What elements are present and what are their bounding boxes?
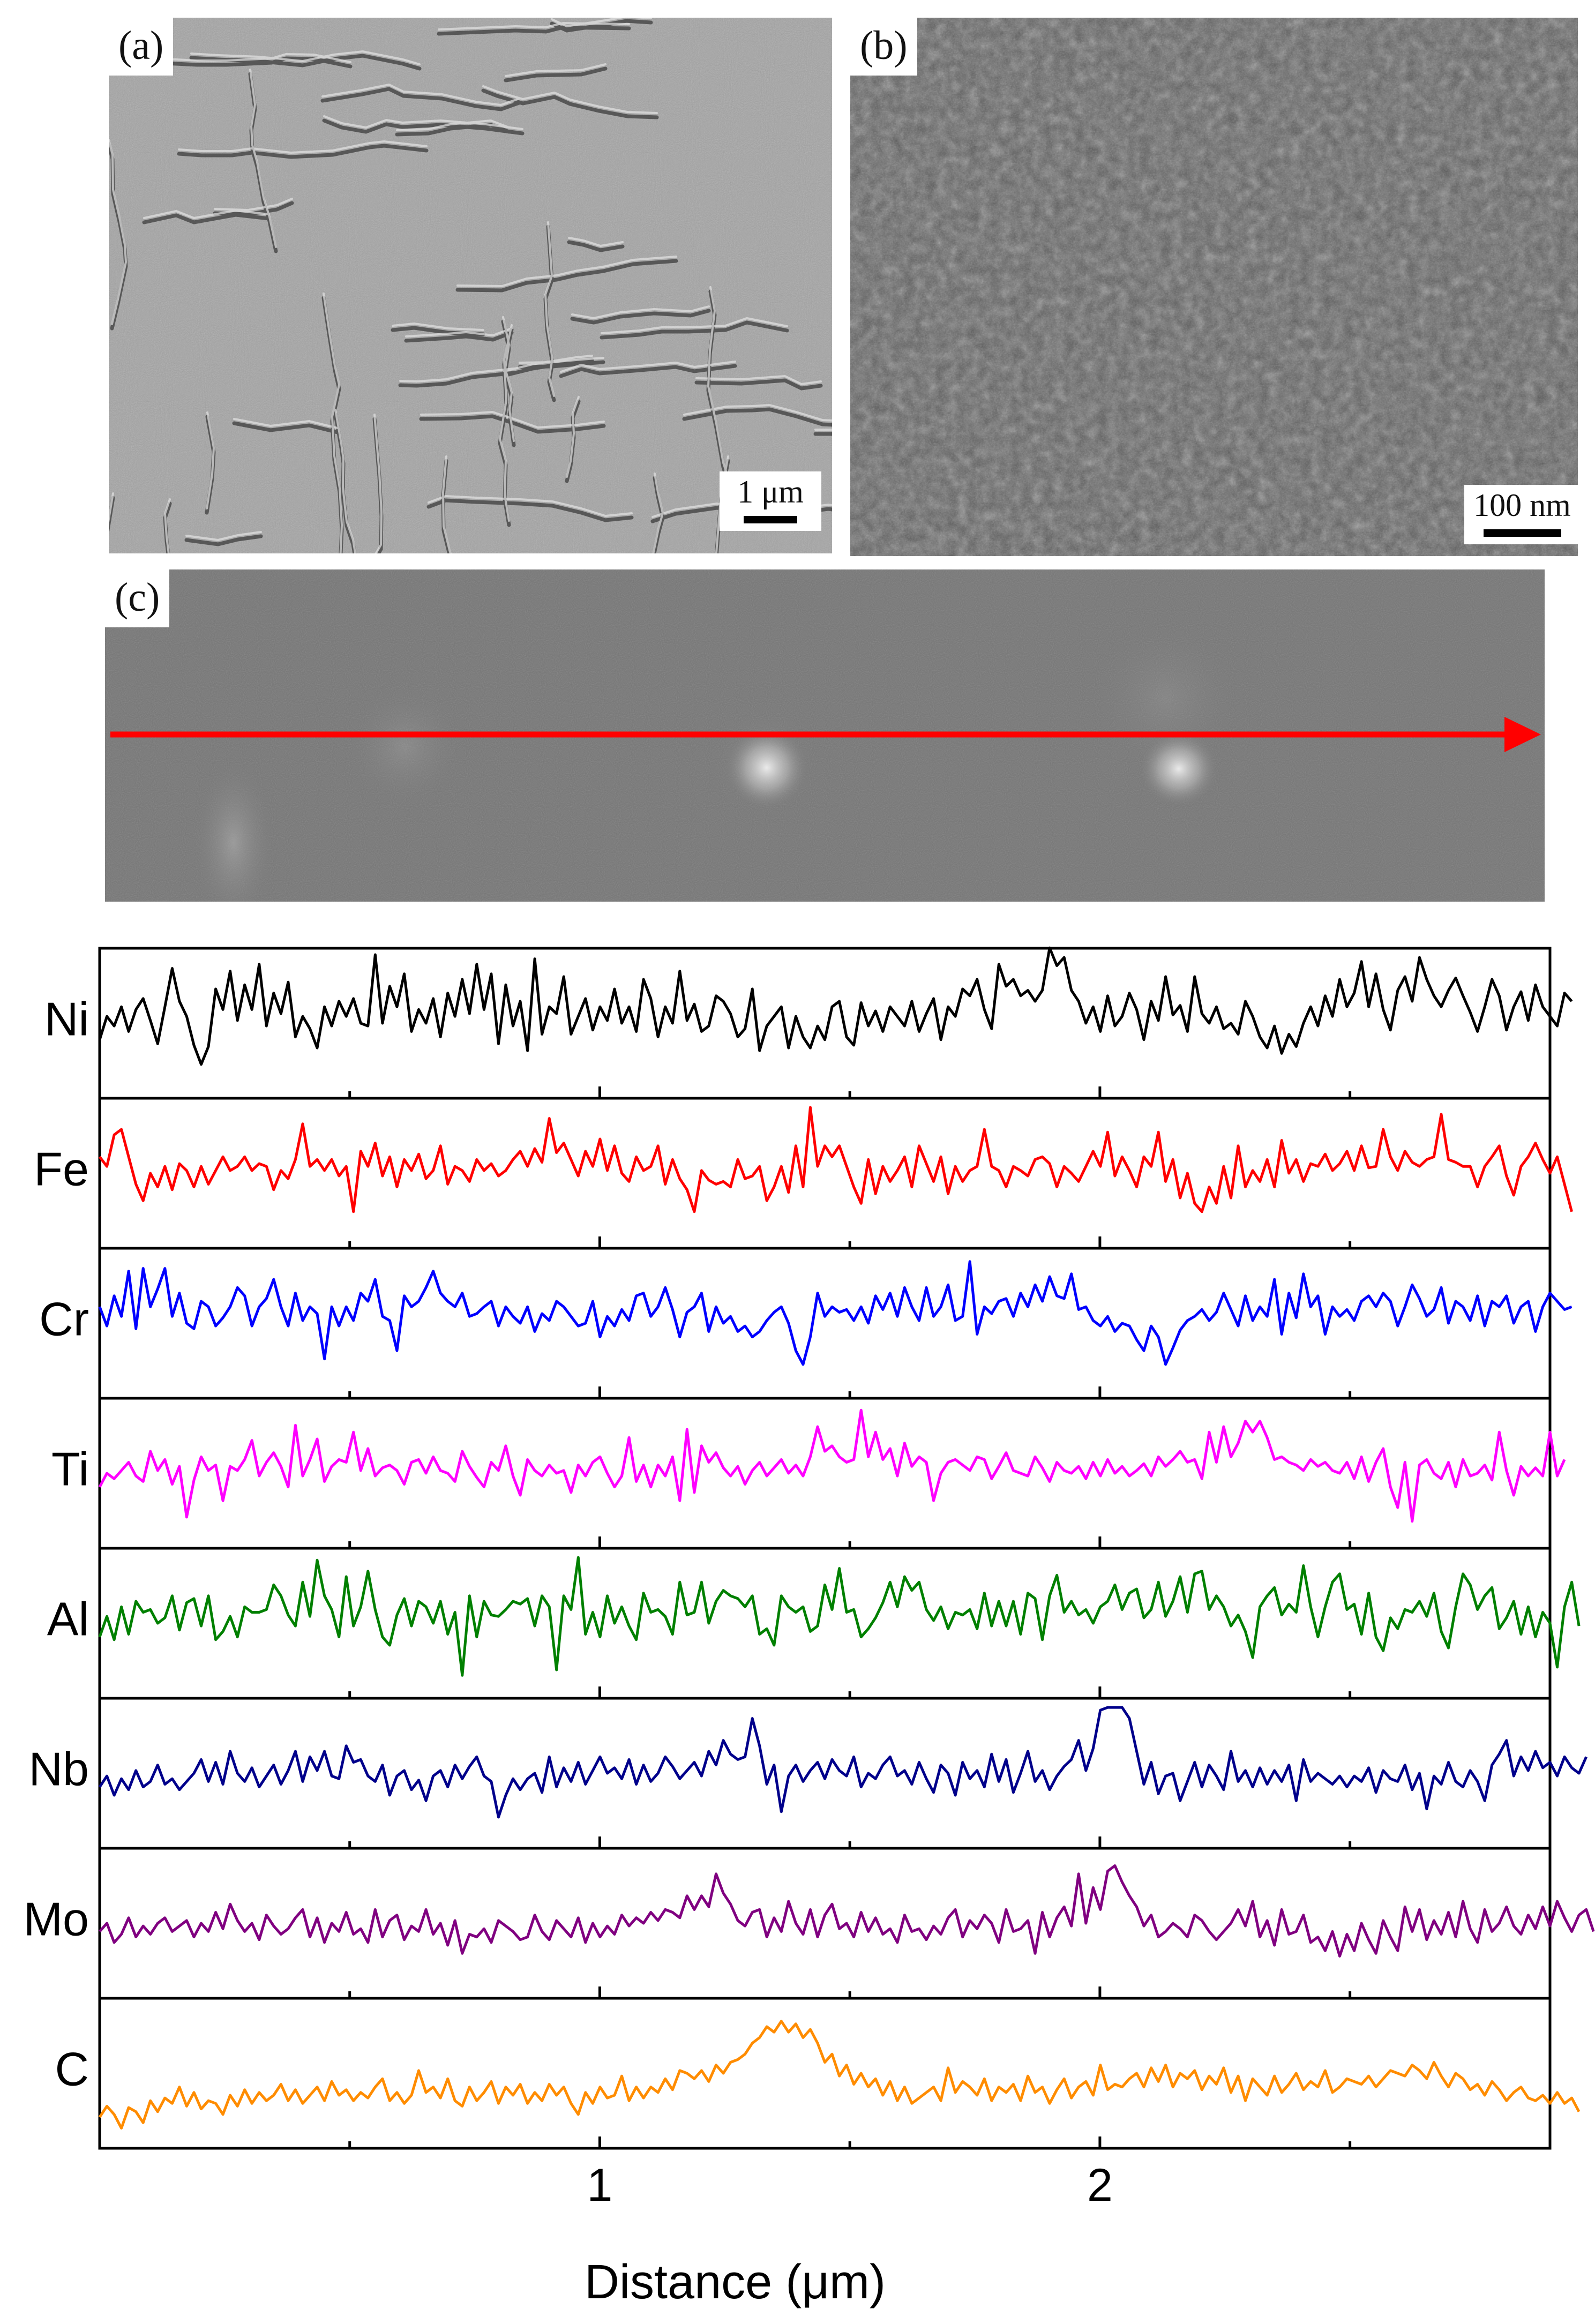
crack-edge-highlight: [441, 455, 452, 553]
crack-feature: [682, 407, 832, 427]
crack-edge-highlight: [438, 21, 630, 31]
sem-image-c-texture: [105, 569, 1545, 902]
scale-bar-a-label: 1 μm: [737, 474, 804, 509]
crack-feature: [813, 432, 832, 436]
crack-edge-highlight: [233, 418, 339, 429]
element-label-Ti: Ti: [51, 1442, 89, 1495]
crack-edge-highlight: [683, 403, 832, 422]
crack-edge-highlight: [428, 494, 633, 518]
crack-edge-highlight: [249, 69, 277, 248]
crack-edge-highlight: [814, 429, 832, 431]
series-line-C: [98, 2020, 1581, 2130]
x-axis-label: Distance (μm): [585, 2255, 886, 2309]
crack-edge-highlight: [392, 322, 484, 331]
crack-edge-highlight: [190, 50, 421, 65]
crack-feature: [177, 144, 429, 159]
crack-feature: [570, 309, 711, 325]
crack-feature: [694, 378, 823, 391]
crack-feature: [398, 371, 516, 388]
sem-image-a-texture: [109, 18, 832, 553]
crack-edge-highlight: [163, 498, 171, 553]
series-line-Ti: [98, 1408, 1566, 1523]
crack-edge-highlight: [566, 396, 580, 478]
crack-feature: [559, 364, 737, 378]
element-label-C: C: [55, 2042, 89, 2095]
crack-edge-highlight: [505, 63, 606, 77]
panel-label-b: (b): [850, 18, 917, 76]
x-tick-label: 2: [1087, 2160, 1113, 2211]
crack-edge-highlight: [323, 293, 343, 553]
crack-edge-highlight: [551, 18, 652, 28]
crack-edge-highlight: [334, 409, 357, 553]
x-tick-label: 1: [587, 2160, 613, 2211]
crack-edge-highlight: [214, 198, 293, 212]
sem-image-c: [105, 569, 1545, 902]
crack-edge-highlight: [323, 115, 523, 130]
series-line-Nb: [98, 1706, 1587, 1819]
panel-label-a: (a): [109, 18, 174, 76]
crack-edge-highlight: [519, 357, 604, 364]
crack-edge-highlight: [405, 327, 513, 338]
crack-edge-highlight: [373, 414, 383, 553]
crack-edge-highlight: [695, 374, 822, 386]
crack-feature: [426, 498, 634, 522]
crack-edge-highlight: [109, 139, 128, 325]
element-label-Nb: Nb: [29, 1742, 89, 1795]
crack-edge-highlight: [571, 305, 710, 320]
crack-edge-highlight: [498, 324, 513, 522]
sem-image-b-texture: [850, 18, 1578, 556]
element-label-Cr: Cr: [39, 1292, 89, 1345]
crack-edge-highlight: [396, 119, 510, 131]
sem-image-a: [109, 18, 832, 553]
crack-feature: [213, 201, 294, 216]
crack-feature: [567, 240, 625, 252]
crack-edge-highlight: [143, 209, 270, 220]
crack-edge-highlight: [420, 410, 605, 429]
series-line-Al: [98, 1556, 1581, 1677]
crack-feature: [504, 66, 608, 83]
scale-bar-a-line: [744, 516, 797, 523]
scale-bar-b-label: 100 nm: [1473, 488, 1571, 523]
element-label-Al: Al: [47, 1592, 89, 1645]
crack-edge-highlight: [399, 368, 515, 383]
series-line-Cr: [98, 1260, 1572, 1366]
series-line-Fe: [99, 1106, 1574, 1213]
series-line-Mo: [99, 1864, 1595, 1958]
crack-feature: [184, 534, 263, 546]
crack-edge-highlight: [503, 355, 593, 372]
crack-edge-highlight: [560, 361, 736, 373]
element-label-Ni: Ni: [44, 992, 89, 1045]
panel-label-c: (c): [105, 569, 170, 627]
crack-feature: [481, 88, 659, 119]
crack-edge-highlight: [206, 411, 215, 509]
scale-bar-b-line: [1483, 529, 1561, 537]
crack-feature: [395, 123, 511, 137]
element-label-Mo: Mo: [24, 1892, 89, 1945]
crack-feature: [232, 421, 340, 434]
crack-feature: [518, 360, 605, 369]
crack-feature: [391, 326, 485, 336]
crack-edge-highlight: [321, 83, 520, 107]
element-label-Fe: Fe: [34, 1142, 89, 1195]
scale-bar-b: 100 nm: [1464, 485, 1580, 544]
crack-edge-highlight: [456, 256, 677, 288]
series-line-Ni: [98, 946, 1573, 1066]
sem-image-b: [850, 18, 1578, 556]
crack-edge-highlight: [185, 531, 262, 542]
crack-edge-highlight: [544, 221, 555, 397]
crack-edge-highlight: [502, 316, 515, 442]
crack-edge-highlight: [601, 317, 788, 334]
crack-feature: [419, 414, 606, 434]
scale-bar-a: 1 μm: [720, 471, 821, 531]
crack-feature: [322, 118, 525, 136]
line-scan-arrow: [110, 717, 1541, 752]
crack-feature: [455, 259, 678, 293]
crack-feature: [320, 87, 521, 111]
crack-edge-highlight: [178, 140, 428, 154]
crack-edge-highlight: [482, 85, 658, 114]
crack-edge-highlight: [568, 237, 624, 248]
crack-feature: [600, 320, 789, 340]
crack-feature: [404, 331, 514, 343]
